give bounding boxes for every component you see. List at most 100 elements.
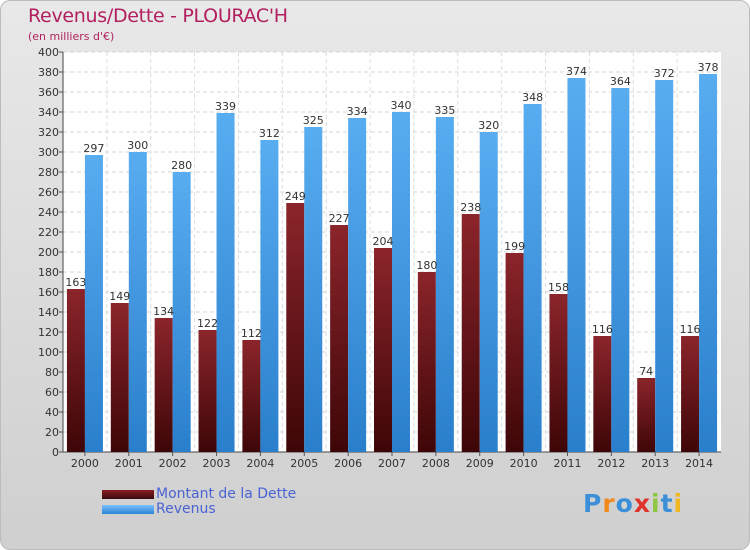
logo-letter: P — [583, 489, 603, 518]
y-tick-label: 260 — [38, 186, 59, 199]
logo-letter: o — [615, 489, 634, 518]
legend-swatch-debt — [102, 490, 154, 499]
bar-revenue-label: 340 — [391, 99, 412, 112]
bar-revenue — [567, 78, 586, 452]
x-tick-label: 2007 — [378, 457, 406, 470]
y-tick-label: 300 — [38, 146, 59, 159]
y-tick-label: 180 — [38, 266, 59, 279]
y-tick-label: 100 — [38, 346, 59, 359]
bar-debt-label: 122 — [197, 317, 218, 330]
bar-revenue — [216, 113, 235, 452]
y-tick-label: 0 — [52, 446, 59, 459]
legend-swatch-revenue — [102, 505, 154, 514]
bar-debt — [417, 272, 436, 452]
legend-label-debt: Montant de la Dette — [156, 486, 297, 502]
y-tick-labels: 0 20 40 60 80 100 120 140 160 180 200 220 240 260 280 3… — [38, 46, 59, 459]
y-tick-label: 380 — [38, 66, 59, 79]
bar-revenue — [260, 140, 279, 452]
bar-debt-label: 238 — [460, 201, 481, 214]
y-tick-label: 20 — [45, 426, 59, 439]
bar-revenue-label: 334 — [347, 105, 368, 118]
bar-debt — [66, 289, 85, 452]
x-tick-label: 2010 — [510, 457, 538, 470]
chart-title: Revenus/Dette - PLOURAC'H — [28, 5, 288, 27]
bar-debt — [242, 340, 261, 452]
bar-revenue — [84, 155, 103, 452]
bar-revenue — [172, 172, 191, 452]
x-tick-label: 2003 — [203, 457, 231, 470]
bar-revenue-label: 374 — [566, 65, 587, 78]
data-labels: 163 297 149 300 134 280 122 339 112 312 249 325 227 3… — [65, 61, 718, 378]
bar-debt-label: 227 — [329, 212, 350, 225]
logo-letter: i — [651, 489, 661, 518]
bar-revenue-label: 339 — [215, 100, 236, 113]
bar-revenue-label: 348 — [522, 91, 543, 104]
x-tick-labels: 2000 2001 2002 2003 2004 2005 2006 2007 2008 2009… — [71, 452, 713, 470]
bar-revenue — [348, 118, 367, 452]
bar-revenue-label: 364 — [610, 75, 631, 88]
bar-revenue — [611, 88, 630, 452]
bar-debt — [198, 330, 217, 452]
bar-debt — [681, 336, 700, 452]
x-tick-label: 2008 — [422, 457, 450, 470]
bar-debt — [330, 225, 349, 452]
x-tick-label: 2004 — [246, 457, 274, 470]
x-tick-label: 2013 — [641, 457, 669, 470]
bar-revenue — [392, 112, 410, 452]
bar-debt-label: 74 — [639, 365, 653, 378]
bars — [66, 74, 718, 452]
proxiti-logo: Proxiti — [583, 489, 683, 518]
bar-revenue — [435, 117, 454, 452]
y-tick-label: 240 — [38, 206, 59, 219]
x-tick-label: 2014 — [685, 457, 713, 470]
x-tick-label: 2011 — [553, 457, 581, 470]
y-tick-label: 120 — [38, 326, 59, 339]
bar-debt — [374, 248, 392, 452]
logo-letter: r — [602, 489, 616, 518]
y-tick-label: 320 — [38, 126, 59, 139]
bar-revenue — [523, 104, 542, 452]
bar-revenue — [655, 80, 674, 452]
bar-debt-label: 149 — [109, 290, 130, 303]
bar-revenue — [304, 127, 323, 452]
x-tick-label: 2000 — [71, 457, 99, 470]
bar-revenue — [128, 152, 147, 452]
x-tick-label: 2009 — [466, 457, 494, 470]
bar-debt-label: 116 — [680, 323, 701, 336]
bar-revenue-label: 300 — [127, 139, 148, 152]
bar-revenue-label: 325 — [303, 114, 324, 127]
x-tick-label: 2001 — [115, 457, 143, 470]
bar-debt-label: 116 — [592, 323, 613, 336]
y-tick-label: 200 — [38, 246, 59, 259]
y-tick-label: 140 — [38, 306, 59, 319]
x-tick-label: 2002 — [159, 457, 187, 470]
bar-debt — [286, 203, 305, 452]
bar-debt-label: 249 — [285, 190, 306, 203]
bar-revenue-label: 280 — [171, 159, 192, 172]
bar-revenue-label: 378 — [698, 61, 719, 74]
y-tick-label: 220 — [38, 226, 59, 239]
y-tick-label: 40 — [45, 406, 59, 419]
bar-debt — [461, 214, 480, 452]
bar-debt-label: 112 — [241, 327, 262, 340]
bar-revenue-label: 320 — [478, 119, 499, 132]
bar-debt — [505, 253, 524, 452]
y-tick-label: 340 — [38, 106, 59, 119]
bar-debt-label: 199 — [504, 240, 525, 253]
bar-debt — [110, 303, 129, 452]
bar-revenue-label: 297 — [83, 142, 104, 155]
x-tick-label: 2006 — [334, 457, 362, 470]
bar-debt-label: 134 — [153, 305, 174, 318]
chart-subtitle: (en milliers d'€) — [28, 30, 115, 43]
y-tick-label: 400 — [38, 46, 59, 59]
logo-letter: t — [660, 489, 674, 518]
x-tick-label: 2005 — [290, 457, 318, 470]
y-tick-label: 80 — [45, 366, 59, 379]
bar-revenue-label: 335 — [434, 104, 455, 117]
bar-revenue — [479, 132, 498, 452]
y-tick-label: 360 — [38, 86, 59, 99]
logo-letter: x — [633, 489, 651, 518]
y-tick-label: 280 — [38, 166, 59, 179]
